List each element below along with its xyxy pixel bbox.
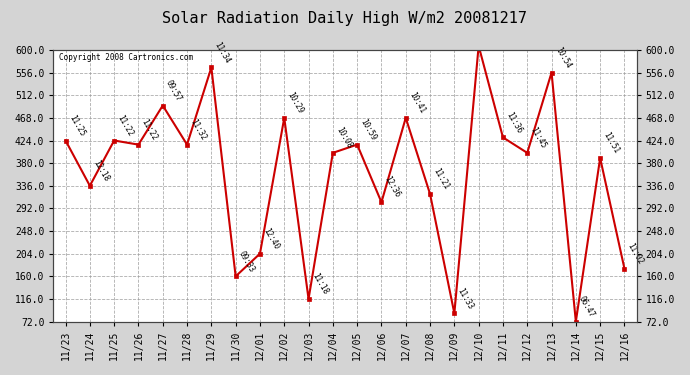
Text: 06:47: 06:47 (578, 294, 597, 319)
Text: 11:22: 11:22 (115, 113, 135, 138)
Text: 11:33: 11:33 (455, 286, 475, 310)
Text: 11:36: 11:36 (504, 110, 524, 135)
Text: 12:36: 12:36 (383, 175, 402, 200)
Text: 12:40: 12:40 (262, 226, 281, 251)
Text: 11:25: 11:25 (67, 113, 86, 138)
Text: 11:02: 11:02 (626, 241, 645, 266)
Text: 10:08: 10:08 (334, 126, 353, 150)
Text: 12:18: 12:18 (91, 159, 110, 183)
Text: 11:32: 11:32 (188, 117, 208, 142)
Text: 11:34: 11:34 (213, 40, 232, 64)
Text: 11:21: 11:21 (431, 167, 451, 191)
Text: 10:59: 10:59 (359, 117, 378, 142)
Text: 11:20: 11:20 (0, 374, 1, 375)
Text: 09:33: 09:33 (237, 249, 257, 273)
Text: 10:29: 10:29 (286, 91, 305, 115)
Text: Copyright 2008 Cartronics.com: Copyright 2008 Cartronics.com (59, 53, 193, 62)
Text: 11:51: 11:51 (602, 131, 621, 155)
Text: 11:22: 11:22 (140, 117, 159, 142)
Text: Solar Radiation Daily High W/m2 20081217: Solar Radiation Daily High W/m2 20081217 (163, 11, 527, 26)
Text: 11:45: 11:45 (529, 126, 548, 150)
Text: 10:54: 10:54 (553, 45, 572, 70)
Text: 09:57: 09:57 (164, 78, 184, 103)
Text: 10:41: 10:41 (407, 91, 426, 115)
Text: 11:18: 11:18 (310, 272, 329, 296)
